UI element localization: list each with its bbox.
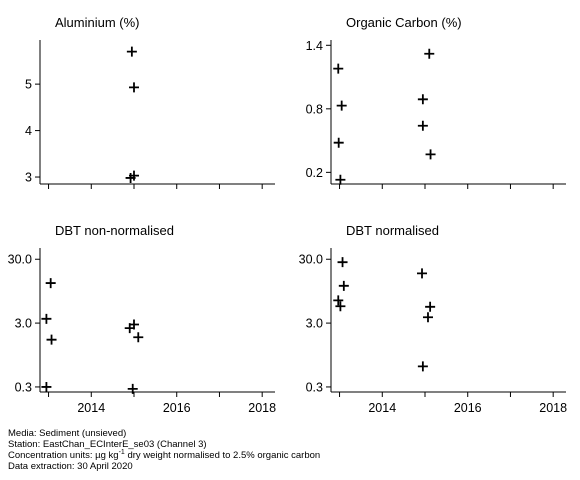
panel-title: DBT non-normalised: [55, 223, 174, 238]
x-tick-label: 2016: [163, 401, 191, 415]
data-point: [418, 121, 428, 131]
chart-panel-0: Aluminium (%) 3 4 5: [25, 15, 275, 189]
data-point: [41, 314, 51, 324]
y-tick-label: 3: [25, 171, 32, 185]
data-point: [418, 94, 428, 104]
data-point: [333, 64, 343, 74]
chart-panel-2: DBT non-normalised 0.3 3.0 30.0 2014 2016 2018: [8, 223, 276, 415]
data-point: [47, 335, 57, 345]
data-point: [418, 361, 428, 371]
y-tick-label: 3.0: [15, 317, 32, 331]
panel-title: DBT normalised: [346, 223, 439, 238]
footer-media: Media: Sediment (unsieved): [8, 428, 320, 439]
y-tick-label: 30.0: [8, 253, 32, 267]
y-tick-label: 0.8: [306, 102, 323, 116]
footer-units-prefix: Concentration units: µg kg: [8, 450, 119, 461]
data-point: [335, 301, 345, 311]
x-tick-label: 2018: [248, 401, 276, 415]
data-point: [334, 138, 344, 148]
data-point: [423, 312, 433, 322]
y-tick-label: 0.2: [306, 166, 323, 180]
x-tick-label: 2014: [368, 401, 396, 415]
footer-units-suffix: dry weight normalised to 2.5% organic ca…: [125, 450, 320, 461]
data-point: [41, 382, 51, 392]
data-point: [129, 82, 139, 92]
data-point: [425, 302, 435, 312]
data-point: [335, 175, 345, 185]
data-point: [133, 332, 143, 342]
y-tick-label: 3.0: [306, 317, 323, 331]
data-point: [424, 49, 434, 59]
footer-units: Concentration units: µg kg-1 dry weight …: [8, 450, 320, 461]
y-tick-label: 0.3: [306, 380, 323, 394]
chart-footer: Media: Sediment (unsieved) Station: East…: [8, 428, 320, 472]
data-point: [426, 149, 436, 159]
y-tick-label: 5: [25, 78, 32, 92]
y-tick-label: 1.4: [306, 39, 323, 53]
data-point: [333, 295, 343, 305]
data-point: [46, 278, 56, 288]
chart-panel-1: Organic Carbon (%) 0.2 0.8 1.4: [306, 15, 566, 189]
x-tick-label: 2014: [77, 401, 105, 415]
x-tick-label: 2016: [454, 401, 482, 415]
data-point: [417, 268, 427, 278]
x-tick-label: 2018: [539, 401, 567, 415]
chart-panel-3: DBT normalised 0.3 3.0 30.0 2014 2016 2018: [299, 223, 567, 415]
y-tick-label: 0.3: [15, 380, 32, 394]
panel-title: Organic Carbon (%): [346, 15, 462, 30]
data-point: [337, 101, 347, 111]
data-point: [339, 281, 349, 291]
y-tick-label: 30.0: [299, 253, 323, 267]
data-point: [338, 257, 348, 267]
panel-title: Aluminium (%): [55, 15, 140, 30]
data-point: [127, 47, 137, 57]
footer-station: Station: EastChan_ECInterE_se03 (Channel…: [8, 439, 320, 450]
y-tick-label: 4: [25, 124, 32, 138]
footer-extraction: Data extraction: 30 April 2020: [8, 461, 320, 472]
